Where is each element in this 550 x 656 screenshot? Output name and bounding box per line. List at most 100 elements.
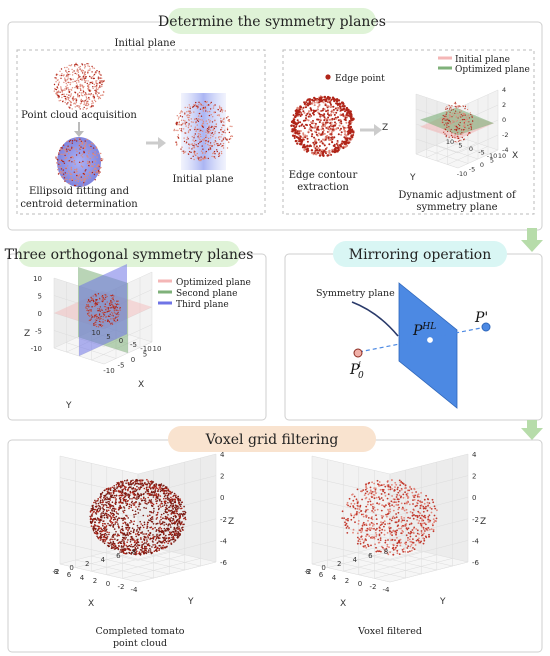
cloud-point (323, 144, 326, 147)
cloud-point (61, 89, 63, 92)
cloud-point (368, 498, 371, 501)
cloud-point (144, 491, 147, 493)
cloud-point (70, 173, 73, 175)
cloud-point (65, 148, 68, 150)
cloud-point (208, 114, 211, 117)
cloud-point (208, 125, 210, 127)
cloud-point (398, 494, 401, 497)
cloud-point (92, 143, 95, 145)
cloud-point (194, 118, 196, 120)
cloud-point (103, 298, 105, 300)
cloud-point (207, 104, 210, 106)
cloud-point (156, 522, 158, 525)
cloud-point (107, 500, 109, 503)
cloud-point (90, 148, 92, 151)
cloud-point (311, 102, 314, 105)
cloud-point (394, 530, 397, 532)
cloud-point (67, 102, 69, 104)
cloud-point (174, 500, 176, 502)
cloud-point (457, 117, 459, 119)
cloud-point (135, 541, 138, 544)
cloud-point (110, 300, 112, 302)
cloud-point (60, 86, 62, 88)
cloud-point (324, 138, 327, 141)
cloud-point (130, 543, 133, 546)
cloud-point (291, 134, 295, 137)
cloud-point (155, 486, 157, 489)
cloud-point (207, 141, 209, 143)
cloud-point (166, 507, 168, 510)
cloud-point (150, 502, 152, 504)
cloud-point (380, 545, 383, 548)
cloud-point (381, 517, 384, 519)
cloud-point (228, 138, 231, 140)
tick-label: -10 (487, 152, 498, 160)
cloud-point (159, 533, 162, 536)
cloud-point (70, 64, 73, 66)
cloud-point (350, 135, 353, 138)
cloud-point (381, 488, 384, 491)
cloud-point (124, 488, 127, 491)
cloud-point (460, 127, 462, 129)
cloud-point (70, 88, 72, 91)
cloud-point (448, 114, 450, 117)
cloud-point (84, 67, 86, 69)
cloud-point (171, 536, 173, 539)
cloud-point (122, 534, 124, 536)
cloud-point (429, 506, 432, 509)
cloud-point (89, 309, 91, 311)
cloud-point (320, 114, 323, 117)
cloud-point (169, 506, 171, 508)
top-title-pill (168, 8, 376, 34)
cloud-point (392, 530, 395, 532)
tick-label: 4 (502, 86, 506, 94)
cloud-point (55, 81, 57, 83)
cloud-point (72, 81, 74, 83)
cloud-point (334, 124, 336, 127)
cloud-point (314, 122, 317, 125)
cloud-point (74, 80, 76, 83)
cloud-point (386, 515, 388, 518)
cloud-point (413, 498, 416, 501)
cloud-point (109, 507, 111, 509)
cloud-point (136, 545, 138, 547)
cloud-point (67, 148, 69, 150)
cloud-point (98, 518, 100, 520)
cloud-point (70, 156, 72, 159)
tick-label: 8 (54, 568, 58, 576)
cloud-point (419, 501, 422, 504)
cloud-point (156, 546, 159, 549)
symmetry-plane (398, 282, 458, 409)
cloud-point (326, 105, 328, 108)
tick-label: -6 (472, 559, 480, 567)
cloud-point (66, 178, 68, 181)
cloud-point (209, 148, 212, 150)
cloud-point (315, 133, 318, 136)
voxel-title: Voxel grid filtering (205, 432, 339, 448)
cloud-point (102, 158, 104, 160)
cloud-point (215, 141, 217, 143)
cloud-point (447, 120, 449, 122)
axis-label: Z (382, 123, 388, 133)
cloud-point (76, 78, 79, 80)
cloud-point (417, 493, 420, 496)
cloud-point (112, 297, 114, 299)
cloud-point (180, 110, 183, 112)
cloud-point (372, 522, 374, 525)
cloud-point (336, 109, 339, 112)
cloud-point (418, 537, 420, 540)
cloud-point (139, 549, 142, 551)
cloud-point (175, 129, 177, 132)
edge-point-legend-marker (325, 74, 331, 80)
cloud-point (164, 536, 166, 539)
cloud-point (209, 121, 211, 123)
cloud-point (416, 529, 419, 532)
cloud-point (75, 154, 78, 156)
cloud-point (350, 518, 353, 521)
cloud-point (137, 527, 139, 529)
cloud-point (178, 507, 180, 509)
cloud-point (380, 550, 382, 553)
cloud-point (85, 76, 87, 78)
cloud-point (396, 488, 399, 491)
cloud-point (71, 161, 73, 163)
